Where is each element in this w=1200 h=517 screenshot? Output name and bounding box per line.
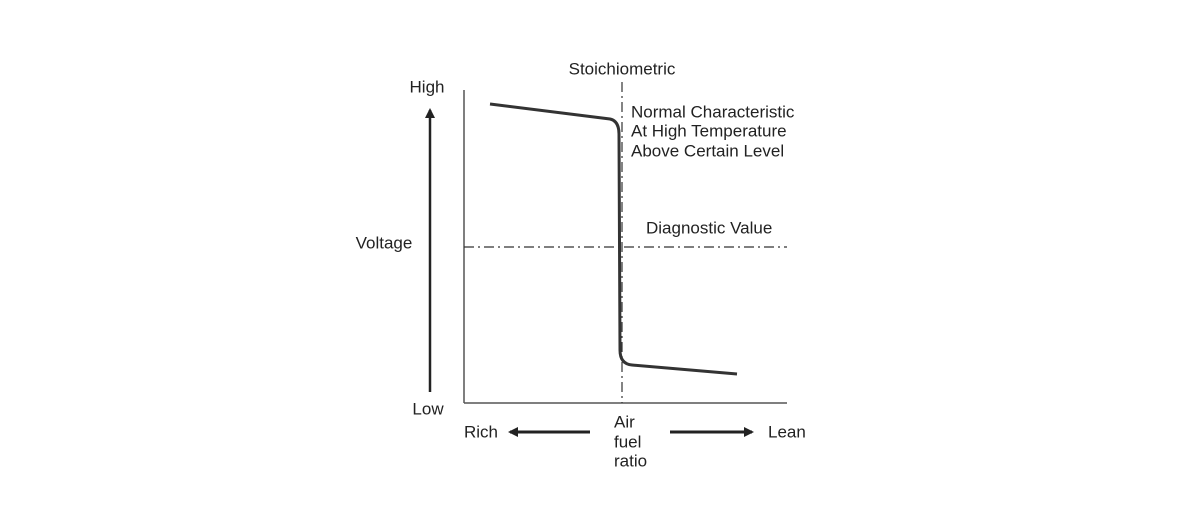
- x-axis-title: Air: [614, 412, 635, 431]
- rich-label: Rich: [464, 422, 498, 441]
- stoichiometric-label: Stoichiometric: [569, 59, 676, 78]
- high-label: High: [410, 77, 445, 96]
- characteristic-curve: [489, 102, 738, 376]
- annotation-line: Above Certain Level: [631, 141, 784, 160]
- voltage-label: Voltage: [356, 233, 413, 252]
- x-axis-title: ratio: [614, 451, 647, 470]
- low-label: Low: [412, 399, 444, 418]
- diagnostic-label: Diagnostic Value: [646, 218, 772, 237]
- lean-label: Lean: [768, 422, 806, 441]
- annotation-line: Normal Characteristic: [631, 102, 795, 121]
- x-axis-title: fuel: [614, 432, 641, 451]
- annotation-line: At High Temperature: [631, 121, 787, 140]
